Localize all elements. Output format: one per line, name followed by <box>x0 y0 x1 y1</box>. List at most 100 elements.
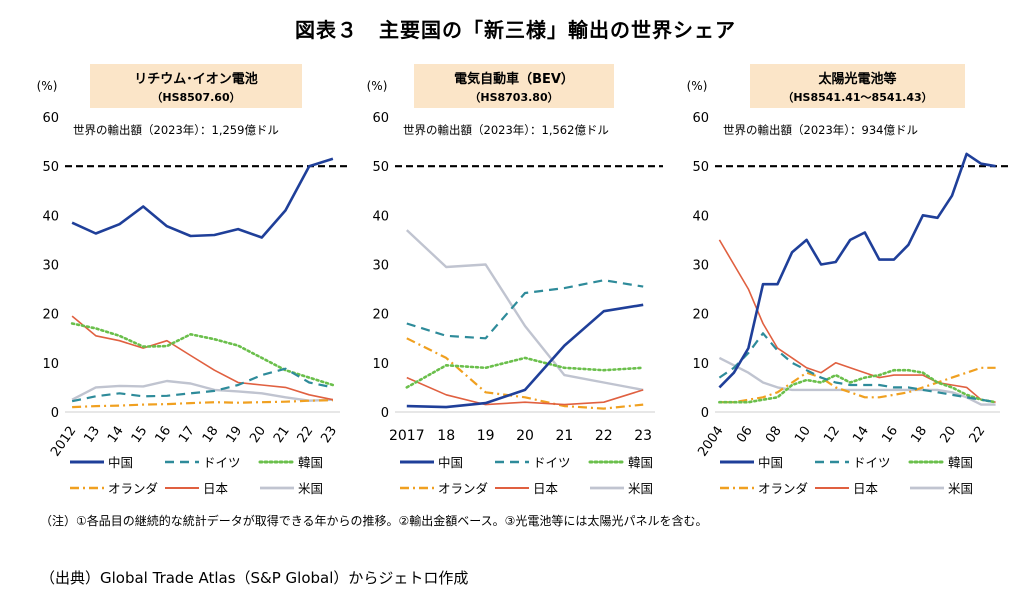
legend-item-usa: 米国 <box>910 481 973 496</box>
x-tick-label: 16 <box>879 424 901 446</box>
chart-title: リチウム･イオン電池 <box>134 71 258 87</box>
y-tick-label: 30 <box>692 259 709 274</box>
y-tick-label: 60 <box>42 111 59 126</box>
x-tick-label: 17 <box>176 424 198 446</box>
legend-label: 韓国 <box>298 455 323 470</box>
legend-label: 中国 <box>758 455 783 470</box>
legend-item-netherlands: オランダ <box>70 481 158 496</box>
y-tick-label: 50 <box>692 160 709 175</box>
legend-item-usa: 米国 <box>590 481 653 496</box>
source-note: （出典）Global Trade Atlas（S&P Global）からジェトロ… <box>40 569 469 587</box>
legend-label: 中国 <box>438 455 463 470</box>
x-tick-label: 21 <box>555 428 573 444</box>
legend-label: 米国 <box>298 481 323 496</box>
y-tick-label: 50 <box>372 160 389 175</box>
legend-item-china: 中国 <box>720 455 783 470</box>
title-box-background <box>90 64 302 108</box>
series-line-korea <box>70 322 335 387</box>
x-tick-label: 20 <box>516 428 534 444</box>
legend-item-germany: ドイツ <box>165 455 241 470</box>
y-tick-label: 40 <box>42 209 59 224</box>
legend-label: ドイツ <box>533 455 571 470</box>
x-tick-label: 20 <box>247 424 269 446</box>
legend-item-japan: 日本 <box>495 481 559 496</box>
x-tick-label: 14 <box>105 424 127 446</box>
x-tick-label: 22 <box>967 424 989 446</box>
series-line-netherlands <box>72 399 333 409</box>
series-line-netherlands <box>719 366 996 404</box>
series-line-usa <box>71 379 333 402</box>
y-tick-label: 10 <box>42 357 59 372</box>
footnote: （注）①各品目の継続的な統計データが取得できる年からの推移。②輸出金額ベース。③… <box>40 514 708 528</box>
title-box-background <box>414 64 614 108</box>
x-tick-label: 18 <box>908 424 930 446</box>
legend-item-germany: ドイツ <box>815 455 891 470</box>
series-line-china <box>71 157 334 239</box>
legend-item-netherlands: オランダ <box>400 481 488 496</box>
y-tick-label: 10 <box>692 357 709 372</box>
y-tick-label: 40 <box>692 209 709 224</box>
y-tick-label: 0 <box>381 406 389 421</box>
x-tick-label: 06 <box>734 424 756 446</box>
series-line-usa <box>718 356 996 406</box>
legend-label: オランダ <box>438 481 488 496</box>
x-tick-label: 15 <box>129 424 151 446</box>
y-tick-label: 30 <box>42 259 59 274</box>
legend-item-germany: ドイツ <box>495 455 571 470</box>
legend-label: オランダ <box>758 481 808 496</box>
export-value-annotation: 世界の輸出額（2023年）：1,562億ドル <box>403 123 609 137</box>
legend-item-netherlands: オランダ <box>720 481 808 496</box>
series-line-germany <box>406 279 644 340</box>
y-tick-label: 0 <box>51 406 59 421</box>
x-tick-label: 20 <box>938 424 960 446</box>
y-tick-label: 60 <box>692 111 709 126</box>
x-tick-label: 22 <box>595 428 613 444</box>
legend-label: 米国 <box>628 481 653 496</box>
series-line-japan <box>406 376 644 406</box>
legend-item-japan: 日本 <box>165 481 229 496</box>
legend-label: ドイツ <box>203 455 241 470</box>
x-tick-label: 18 <box>437 428 455 444</box>
chart-title: 電気自動車（BEV） <box>454 71 574 87</box>
series-line-germany <box>71 367 334 403</box>
legend-label: オランダ <box>108 481 158 496</box>
x-tick-label: 23 <box>318 424 340 446</box>
y-tick-label: 20 <box>692 308 709 323</box>
legend-label: 韓国 <box>948 455 973 470</box>
x-tick-label: 2004 <box>695 424 726 460</box>
x-tick-label: 19 <box>477 428 495 444</box>
export-value-annotation: 世界の輸出額（2023年）：1,259億ドル <box>73 123 279 137</box>
legend-label: 米国 <box>948 481 973 496</box>
x-tick-label: 18 <box>200 424 222 446</box>
x-tick-label: 14 <box>850 424 872 446</box>
legend-item-japan: 日本 <box>815 481 879 496</box>
x-tick-label: 19 <box>224 424 246 446</box>
y-tick-label: 60 <box>372 111 389 126</box>
series-line-china <box>406 303 644 409</box>
chart-title-box: 電気自動車（BEV） （HS8703.80） <box>414 64 614 108</box>
legend-item-korea: 韓国 <box>908 455 973 470</box>
chart-title-box: リチウム･イオン電池 （HS8507.60） <box>90 64 302 108</box>
legend-label: 韓国 <box>628 455 653 470</box>
x-tick-label: 22 <box>295 424 317 446</box>
main-title: 図表３ 主要国の「新三様」輸出の世界シェア <box>295 18 736 42</box>
legend-label: ドイツ <box>853 455 891 470</box>
x-tick-label: 23 <box>634 428 652 444</box>
x-tick-label: 21 <box>271 424 293 446</box>
x-tick-label: 16 <box>152 424 174 446</box>
y-axis-unit: (%) <box>37 79 58 93</box>
legend-item-korea: 韓国 <box>588 455 653 470</box>
x-tick-label: 13 <box>81 424 103 446</box>
export-value-annotation: 世界の輸出額（2023年）：934億ドル <box>723 123 918 137</box>
legend-item-korea: 韓国 <box>258 455 323 470</box>
y-tick-label: 0 <box>701 406 709 421</box>
series-line-china <box>718 152 996 389</box>
legend-item-china: 中国 <box>70 455 133 470</box>
series-line-korea <box>718 368 997 404</box>
y-axis-unit: (%) <box>687 79 708 93</box>
chart-subtitle: （HS8703.80） <box>469 91 558 104</box>
series-line-korea <box>405 356 645 389</box>
chart-panel-solar-cells: 太陽光電池等 （HS8541.41～8541.43） (%) 0 10 20 30 40 50 6… <box>687 64 1008 496</box>
y-tick-label: 20 <box>372 308 389 323</box>
y-axis-unit: (%) <box>367 79 388 93</box>
